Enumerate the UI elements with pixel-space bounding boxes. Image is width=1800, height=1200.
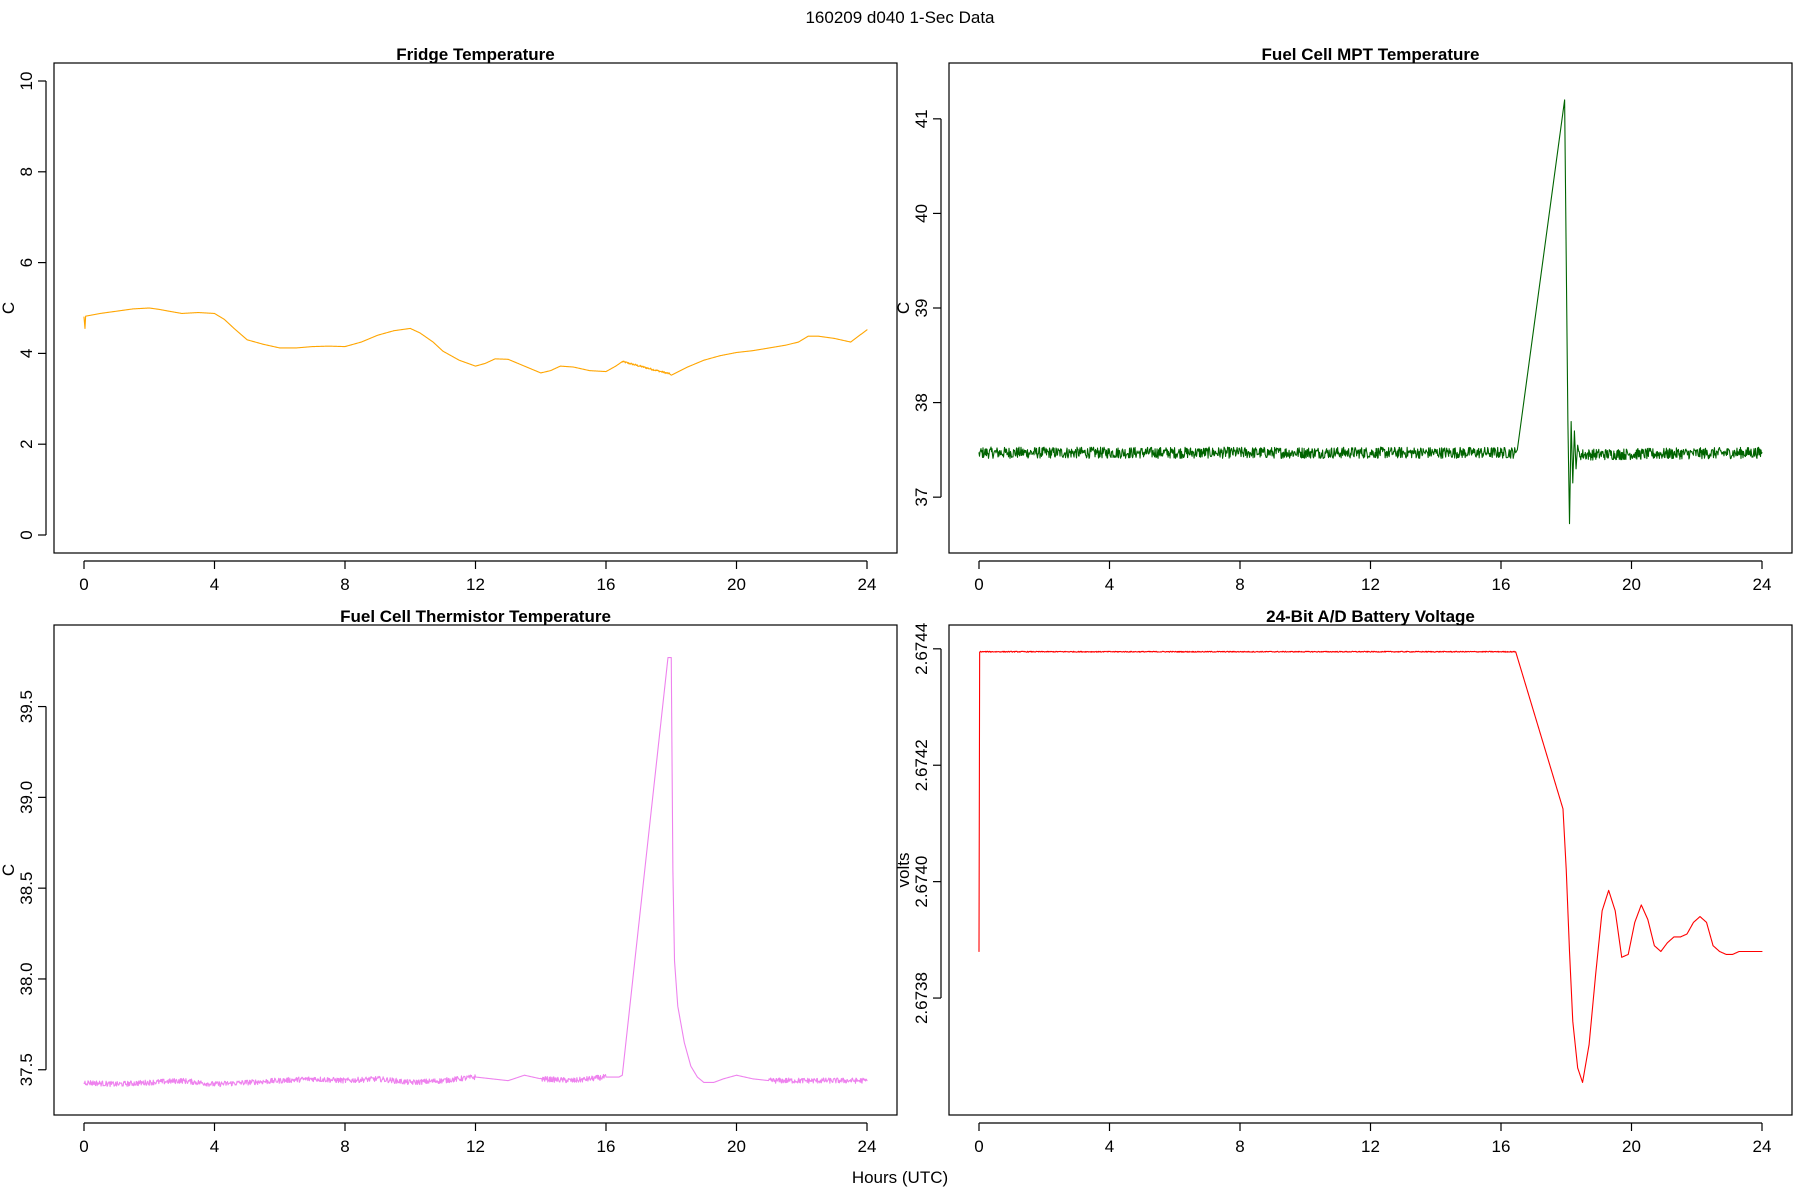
x-axis: 0 4 8 12 16 20 24 — [79, 560, 877, 594]
x-tick-label: 4 — [210, 575, 219, 594]
x-tick-label: 12 — [1361, 1137, 1380, 1156]
x-tick-label: 4 — [210, 1137, 219, 1156]
x-tick-label: 12 — [466, 575, 485, 594]
y-axis: 0 2 4 6 8 10 — [17, 72, 47, 540]
y-tick-label: 38 — [912, 393, 931, 412]
y-axis-label: C — [0, 302, 18, 314]
x-tick-label: 0 — [79, 1137, 88, 1156]
x-tick-label: 20 — [727, 575, 746, 594]
series-line — [83, 307, 868, 376]
x-tick-label: 8 — [1235, 1137, 1244, 1156]
y-tick-label: 38.0 — [17, 962, 36, 995]
panel-title: Fridge Temperature — [396, 45, 554, 64]
y-axis-label: C — [0, 864, 18, 876]
x-axis: 0 4 8 12 16 20 24 — [974, 1122, 1772, 1156]
y-tick-label: 37 — [912, 488, 931, 507]
y-tick-label: 2 — [17, 439, 36, 448]
y-tick-label: 37.5 — [17, 1053, 36, 1086]
x-tick-label: 12 — [1361, 575, 1380, 594]
panel-title: Fuel Cell MPT Temperature — [1262, 45, 1480, 64]
x-axis: 0 4 8 12 16 20 24 — [79, 1122, 877, 1156]
x-axis-label: Hours (UTC) — [852, 1168, 948, 1187]
y-tick-label: 39.0 — [17, 781, 36, 814]
plot-frame — [948, 624, 1793, 1116]
panel-title: Fuel Cell Thermistor Temperature — [340, 607, 611, 626]
x-tick-label: 12 — [466, 1137, 485, 1156]
panel-thermistor: Fuel Cell Thermistor Temperature 0 4 8 12 16 2… — [0, 607, 898, 1156]
series-line — [83, 656, 868, 1088]
x-tick-label: 20 — [727, 1137, 746, 1156]
x-tick-label: 24 — [1753, 1137, 1772, 1156]
figure-title: 160209 d040 1-Sec Data — [805, 8, 995, 27]
x-tick-label: 0 — [974, 575, 983, 594]
y-tick-label: 8 — [17, 167, 36, 176]
y-axis: 2.6738 2.6740 2.6742 2.6744 — [912, 623, 942, 1024]
x-axis: 0 4 8 12 16 20 24 — [974, 560, 1772, 594]
x-tick-label: 24 — [858, 1137, 877, 1156]
y-tick-label: 40 — [912, 204, 931, 223]
x-tick-label: 8 — [1235, 575, 1244, 594]
y-tick-label: 6 — [17, 258, 36, 267]
y-tick-label: 41 — [912, 109, 931, 128]
y-tick-label: 39.5 — [17, 690, 36, 723]
y-tick-label: 2.6742 — [912, 739, 931, 791]
x-tick-label: 16 — [597, 575, 616, 594]
x-tick-label: 8 — [340, 1137, 349, 1156]
y-tick-label: 39 — [912, 299, 931, 318]
x-tick-label: 4 — [1105, 1137, 1114, 1156]
x-tick-label: 0 — [79, 575, 88, 594]
y-axis-label: C — [894, 302, 913, 314]
x-tick-label: 16 — [1492, 575, 1511, 594]
y-tick-label: 38.5 — [17, 872, 36, 905]
y-tick-label: 4 — [17, 349, 36, 358]
y-tick-label: 0 — [17, 530, 36, 539]
y-axis-label: volts — [894, 853, 913, 888]
x-tick-label: 8 — [340, 575, 349, 594]
x-tick-label: 20 — [1622, 1137, 1641, 1156]
x-tick-label: 24 — [1753, 575, 1772, 594]
panel-title: 24-Bit A/D Battery Voltage — [1266, 607, 1475, 626]
x-tick-label: 0 — [974, 1137, 983, 1156]
plot-frame — [53, 624, 898, 1116]
series-line — [978, 650, 1763, 1083]
x-tick-label: 24 — [858, 575, 877, 594]
y-tick-label: 2.6738 — [912, 972, 931, 1024]
series-line — [978, 99, 1763, 525]
panel-mpt: Fuel Cell MPT Temperature 0 4 8 12 16 20 24 37 38… — [894, 45, 1793, 594]
y-tick-label: 2.6744 — [912, 623, 931, 675]
x-tick-label: 20 — [1622, 575, 1641, 594]
x-tick-label: 16 — [1492, 1137, 1511, 1156]
x-tick-label: 4 — [1105, 575, 1114, 594]
y-axis: 37.5 38.0 38.5 39.0 39.5 — [17, 690, 47, 1086]
y-tick-label: 10 — [17, 72, 36, 91]
plot-frame — [53, 62, 898, 554]
y-tick-label: 2.6740 — [912, 856, 931, 908]
plot-frame — [948, 62, 1793, 554]
panel-battery: 24-Bit A/D Battery Voltage 0 4 8 12 16 20 24 2.6… — [894, 607, 1793, 1156]
x-tick-label: 16 — [597, 1137, 616, 1156]
y-axis: 37 38 39 40 41 — [912, 109, 942, 507]
